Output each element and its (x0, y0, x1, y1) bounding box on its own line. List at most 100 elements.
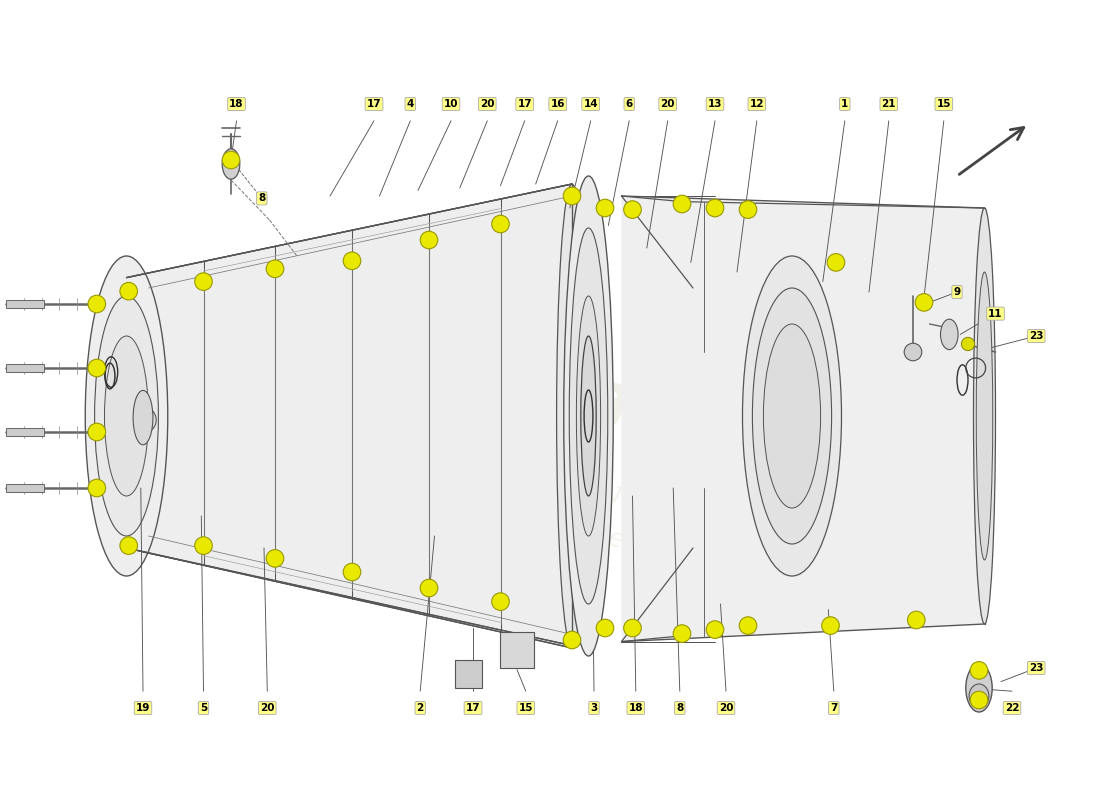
Text: 17: 17 (465, 703, 481, 713)
Circle shape (195, 273, 212, 290)
Text: 8: 8 (676, 703, 683, 713)
Circle shape (624, 619, 641, 637)
Text: 23: 23 (1028, 663, 1044, 673)
FancyBboxPatch shape (6, 364, 44, 372)
Text: 20: 20 (480, 99, 495, 109)
Ellipse shape (570, 228, 607, 604)
Text: 17: 17 (517, 99, 532, 109)
Text: 18: 18 (628, 703, 643, 713)
Text: euroParts: euroParts (351, 290, 749, 478)
Text: 14: 14 (583, 99, 598, 109)
Circle shape (706, 199, 724, 217)
Circle shape (492, 593, 509, 610)
Text: 2: 2 (417, 703, 424, 713)
Circle shape (596, 199, 614, 217)
Circle shape (739, 617, 757, 634)
Circle shape (420, 579, 438, 597)
Text: 16: 16 (550, 99, 565, 109)
Circle shape (596, 619, 614, 637)
Polygon shape (621, 196, 984, 642)
Text: 12: 12 (749, 99, 764, 109)
Circle shape (266, 260, 284, 278)
Circle shape (563, 187, 581, 205)
Text: 5: 5 (200, 703, 207, 713)
Text: 3: 3 (591, 703, 597, 713)
Text: 15: 15 (518, 703, 534, 713)
Circle shape (822, 617, 839, 634)
Ellipse shape (557, 184, 587, 648)
Ellipse shape (86, 256, 167, 576)
Ellipse shape (752, 288, 832, 544)
Text: 22: 22 (1004, 703, 1020, 713)
Text: 4: 4 (407, 99, 414, 109)
Circle shape (343, 252, 361, 270)
Ellipse shape (133, 390, 153, 445)
Text: 11: 11 (988, 309, 1003, 318)
Ellipse shape (969, 684, 989, 708)
Ellipse shape (110, 350, 143, 474)
Circle shape (130, 406, 156, 434)
Text: 17: 17 (366, 99, 382, 109)
Text: 20: 20 (660, 99, 675, 109)
Circle shape (706, 621, 724, 638)
Circle shape (908, 611, 925, 629)
Ellipse shape (742, 256, 842, 576)
Text: 13: 13 (707, 99, 723, 109)
Circle shape (739, 201, 757, 218)
Ellipse shape (104, 336, 148, 496)
Text: 18: 18 (229, 99, 244, 109)
FancyBboxPatch shape (455, 660, 482, 688)
Text: 20: 20 (260, 703, 275, 713)
Text: 23: 23 (1028, 331, 1044, 341)
Circle shape (492, 215, 509, 233)
Circle shape (120, 537, 138, 554)
Circle shape (88, 295, 106, 313)
Ellipse shape (576, 296, 601, 536)
Circle shape (420, 231, 438, 249)
FancyBboxPatch shape (6, 428, 44, 436)
Text: 10: 10 (443, 99, 459, 109)
Ellipse shape (966, 664, 992, 712)
Circle shape (961, 338, 975, 350)
Text: since 1985: since 1985 (554, 510, 700, 578)
Ellipse shape (940, 319, 958, 350)
Ellipse shape (763, 324, 821, 508)
FancyBboxPatch shape (6, 484, 44, 492)
Ellipse shape (95, 296, 158, 536)
Circle shape (624, 201, 641, 218)
Ellipse shape (90, 276, 163, 548)
Text: 9: 9 (954, 287, 960, 297)
Circle shape (970, 691, 988, 709)
Ellipse shape (581, 336, 596, 496)
Ellipse shape (977, 272, 992, 560)
Circle shape (970, 662, 988, 679)
Ellipse shape (222, 149, 240, 179)
Circle shape (195, 537, 212, 554)
Circle shape (673, 625, 691, 642)
Text: 6: 6 (626, 99, 632, 109)
Circle shape (343, 563, 361, 581)
Circle shape (827, 254, 845, 271)
Polygon shape (126, 184, 572, 648)
FancyBboxPatch shape (6, 300, 44, 308)
Text: 15: 15 (936, 99, 952, 109)
Text: 20: 20 (718, 703, 734, 713)
Text: 19: 19 (135, 703, 151, 713)
Ellipse shape (974, 208, 996, 624)
Text: 1: 1 (842, 99, 848, 109)
Circle shape (904, 343, 922, 361)
Circle shape (563, 631, 581, 649)
Circle shape (120, 282, 138, 300)
Circle shape (88, 423, 106, 441)
Text: 21: 21 (881, 99, 896, 109)
Circle shape (266, 550, 284, 567)
Ellipse shape (100, 312, 153, 512)
Text: 8: 8 (258, 194, 265, 203)
Circle shape (88, 359, 106, 377)
FancyBboxPatch shape (500, 632, 534, 668)
Text: a passion for...: a passion for... (462, 432, 682, 528)
Ellipse shape (563, 176, 614, 656)
Circle shape (915, 294, 933, 311)
Text: 7: 7 (830, 703, 837, 713)
Circle shape (222, 151, 240, 169)
